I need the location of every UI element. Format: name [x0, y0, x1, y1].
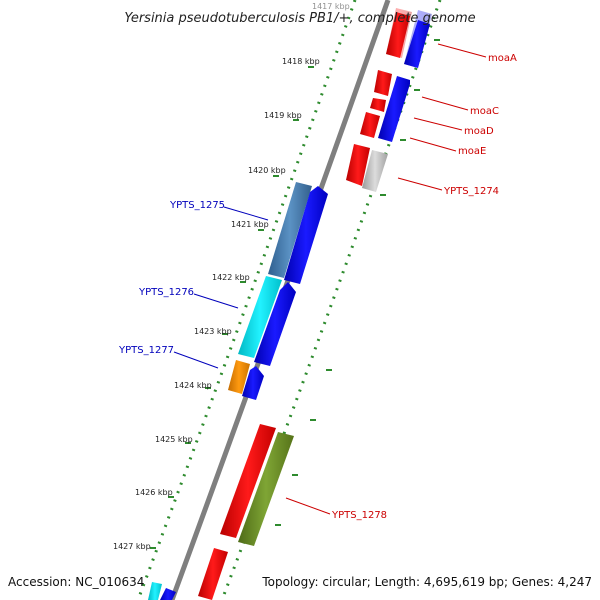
gene-moaA-cds[interactable]: [386, 8, 412, 58]
gene-ypts1277-blue[interactable]: [242, 366, 264, 400]
minus-leader-lines: [173, 206, 269, 369]
label-moaC[interactable]: moaC: [470, 106, 499, 117]
tick-label-1418: 1418 kbp: [282, 57, 320, 66]
gene-ypts1278-green[interactable]: [238, 432, 294, 546]
gene-ypts1276-cyan[interactable]: [238, 276, 282, 358]
gene-moaE-cds[interactable]: [360, 112, 380, 138]
gene-ypts1274-red[interactable]: [346, 144, 370, 186]
map-title: Yersinia pseudotuberculosis PB1/+, compl…: [124, 11, 475, 26]
tick-label-1419: 1419 kbp: [264, 111, 302, 120]
tick-label-1421: 1421 kbp: [231, 220, 269, 229]
topology-text: Topology: circular; Length: 4,695,619 bp…: [261, 575, 592, 589]
gene-ypts1275-blue[interactable]: [284, 186, 328, 284]
plus-leader-lines: [285, 43, 487, 515]
accession-text: Accession: NC_010634: [8, 575, 144, 589]
gene-next-cyan[interactable]: [148, 582, 162, 600]
tick-label-1420: 1420 kbp: [248, 166, 286, 175]
tick-label-1425: 1425 kbp: [155, 435, 193, 444]
label-moaD[interactable]: moaD: [464, 126, 494, 137]
label-ypts1274[interactable]: YPTS_1274: [443, 186, 499, 197]
tick-marks: [150, 39, 440, 549]
tick-label-1427: 1427 kbp: [113, 542, 151, 551]
gene-moaCDE-blue[interactable]: [378, 76, 410, 142]
label-ypts1276[interactable]: YPTS_1276: [138, 287, 194, 298]
gene-moaD-cds[interactable]: [370, 98, 386, 112]
gene-next-red[interactable]: [198, 548, 228, 600]
label-moaA[interactable]: moaA: [488, 53, 517, 64]
label-ypts1277[interactable]: YPTS_1277: [118, 345, 174, 356]
tick-label-1424: 1424 kbp: [174, 381, 212, 390]
gene-ypts1277-orange[interactable]: [228, 360, 250, 394]
tick-label-1422: 1422 kbp: [212, 273, 250, 282]
label-ypts1275[interactable]: YPTS_1275: [169, 200, 225, 211]
gene-next-blue[interactable]: [160, 588, 176, 600]
gene-ypts1275-steel[interactable]: [268, 182, 312, 278]
gene-ypts1274-grey[interactable]: [362, 150, 388, 192]
gene-ypts1276-blue[interactable]: [254, 282, 296, 366]
tick-label-1426: 1426 kbp: [135, 488, 173, 497]
inner-ring-guide: [136, 0, 357, 600]
gene-moaA-blue[interactable]: [404, 10, 432, 68]
tick-label-1417: 1417 kbp: [312, 2, 350, 11]
label-moaE[interactable]: moaE: [458, 146, 486, 157]
tick-label-1423: 1423 kbp: [194, 327, 232, 336]
gene-moaC-cds[interactable]: [374, 70, 392, 96]
label-ypts1278[interactable]: YPTS_1278: [331, 510, 387, 521]
gene-ypts1278-red[interactable]: [220, 424, 276, 538]
